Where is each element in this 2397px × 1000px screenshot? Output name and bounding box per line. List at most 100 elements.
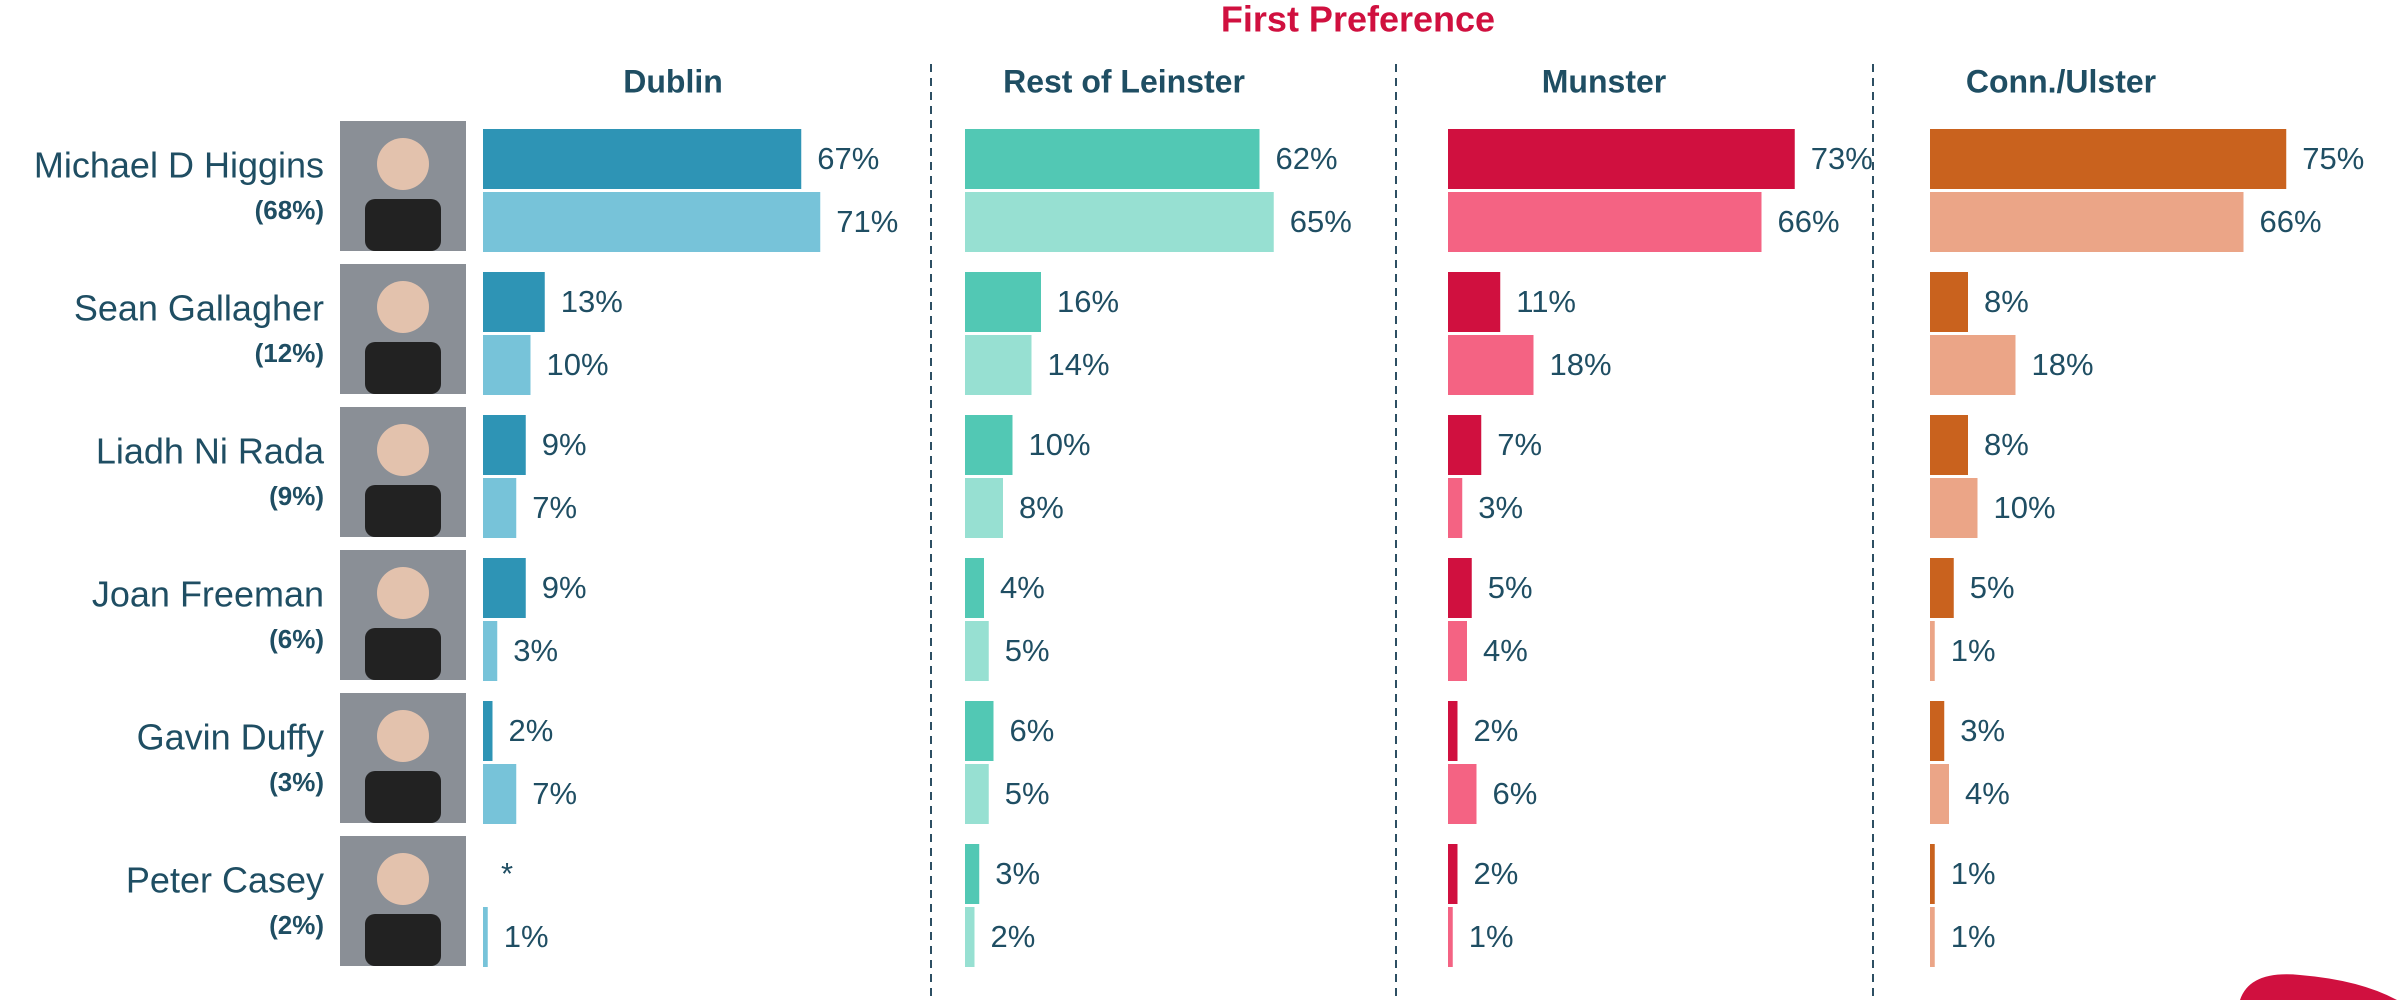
value-label: 1% [1951, 919, 1996, 954]
value-label: 2% [1474, 713, 1519, 748]
value-label: 5% [1005, 633, 1050, 668]
value-label: 7% [532, 490, 577, 525]
bar [1930, 192, 2244, 252]
candidate-name: Joan Freeman [92, 574, 324, 615]
bar [1930, 764, 1949, 824]
value-label: 16% [1057, 284, 1119, 319]
bar [1448, 558, 1472, 618]
value-label: 8% [1984, 427, 2029, 462]
value-label: 4% [1965, 776, 2010, 811]
value-label: 3% [1478, 490, 1523, 525]
value-label: * [501, 856, 513, 891]
bar [1930, 129, 2287, 189]
value-label: 5% [1005, 776, 1050, 811]
bar [1448, 701, 1458, 761]
candidate-name: Peter Casey [126, 860, 324, 901]
bar [965, 844, 980, 904]
bar [483, 335, 531, 395]
bar [1930, 335, 2016, 395]
value-label: 6% [1010, 713, 1055, 748]
bar [483, 907, 488, 967]
bar [1930, 478, 1978, 538]
photo-body [365, 342, 441, 394]
candidate-name: Sean Gallagher [74, 288, 324, 329]
bar [965, 907, 975, 967]
chart-title: First Preference [1221, 0, 1495, 40]
value-label: 4% [1000, 570, 1045, 605]
candidate-name: Michael D Higgins [34, 145, 324, 186]
value-label: 5% [1970, 570, 2015, 605]
value-label: 73% [1811, 141, 1873, 176]
bar [1448, 478, 1463, 538]
bar [483, 764, 517, 824]
bar [483, 415, 526, 475]
bar [965, 478, 1003, 538]
photo-body [365, 914, 441, 966]
photo-face [377, 281, 429, 333]
value-label: 18% [2032, 347, 2094, 382]
bar [965, 129, 1260, 189]
bar [483, 478, 517, 538]
bar [1448, 335, 1534, 395]
bar [1930, 621, 1935, 681]
decoration [2240, 974, 2397, 1000]
bar [965, 701, 994, 761]
candidate-name: Gavin Duffy [137, 717, 324, 758]
value-label: 7% [532, 776, 577, 811]
value-label: 18% [1550, 347, 1612, 382]
bar [1930, 558, 1954, 618]
bar [965, 621, 989, 681]
bar [1448, 764, 1477, 824]
bar [483, 129, 802, 189]
value-label: 1% [1951, 633, 1996, 668]
value-label: 10% [547, 347, 609, 382]
bar [965, 272, 1041, 332]
panel-title: Rest of Leinster [1003, 63, 1245, 99]
bar [483, 272, 545, 332]
value-label: 65% [1290, 204, 1352, 239]
bar [1448, 129, 1795, 189]
value-label: 1% [504, 919, 549, 954]
bar [1930, 701, 1945, 761]
photo-body [365, 628, 441, 680]
value-label: 2% [509, 713, 554, 748]
candidate-total: (9%) [269, 481, 324, 511]
bar [1930, 907, 1935, 967]
value-label: 4% [1483, 633, 1528, 668]
dividers [930, 64, 1874, 1000]
value-label: 1% [1469, 919, 1514, 954]
value-label: 3% [513, 633, 558, 668]
bar [1448, 907, 1453, 967]
bar [1448, 272, 1501, 332]
photo-face [377, 138, 429, 190]
value-label: 2% [1474, 856, 1519, 891]
value-label: 14% [1048, 347, 1110, 382]
bar [965, 335, 1032, 395]
value-label: 66% [2260, 204, 2322, 239]
value-label: 3% [995, 856, 1040, 891]
value-label: 9% [542, 570, 587, 605]
panel-title: Conn./Ulster [1966, 63, 2156, 99]
value-label: 71% [836, 204, 898, 239]
value-label: 8% [1019, 490, 1064, 525]
value-label: 5% [1488, 570, 1533, 605]
candidate-total: (3%) [269, 767, 324, 797]
candidate-total: (6%) [269, 624, 324, 654]
bar [1448, 621, 1467, 681]
photo-body [365, 199, 441, 251]
bar [1930, 415, 1968, 475]
value-label: 3% [1960, 713, 2005, 748]
candidate-total: (68%) [255, 195, 324, 225]
value-label: 11% [1516, 284, 1576, 319]
value-label: 75% [2302, 141, 2364, 176]
value-label: 6% [1493, 776, 1538, 811]
value-label: 8% [1984, 284, 2029, 319]
value-label: 7% [1497, 427, 1542, 462]
candidate-total: (2%) [269, 910, 324, 940]
bar [1448, 192, 1762, 252]
photo-body [365, 771, 441, 823]
bar [1930, 844, 1935, 904]
panel-title: Dublin [623, 63, 723, 99]
value-label: 13% [561, 284, 623, 319]
